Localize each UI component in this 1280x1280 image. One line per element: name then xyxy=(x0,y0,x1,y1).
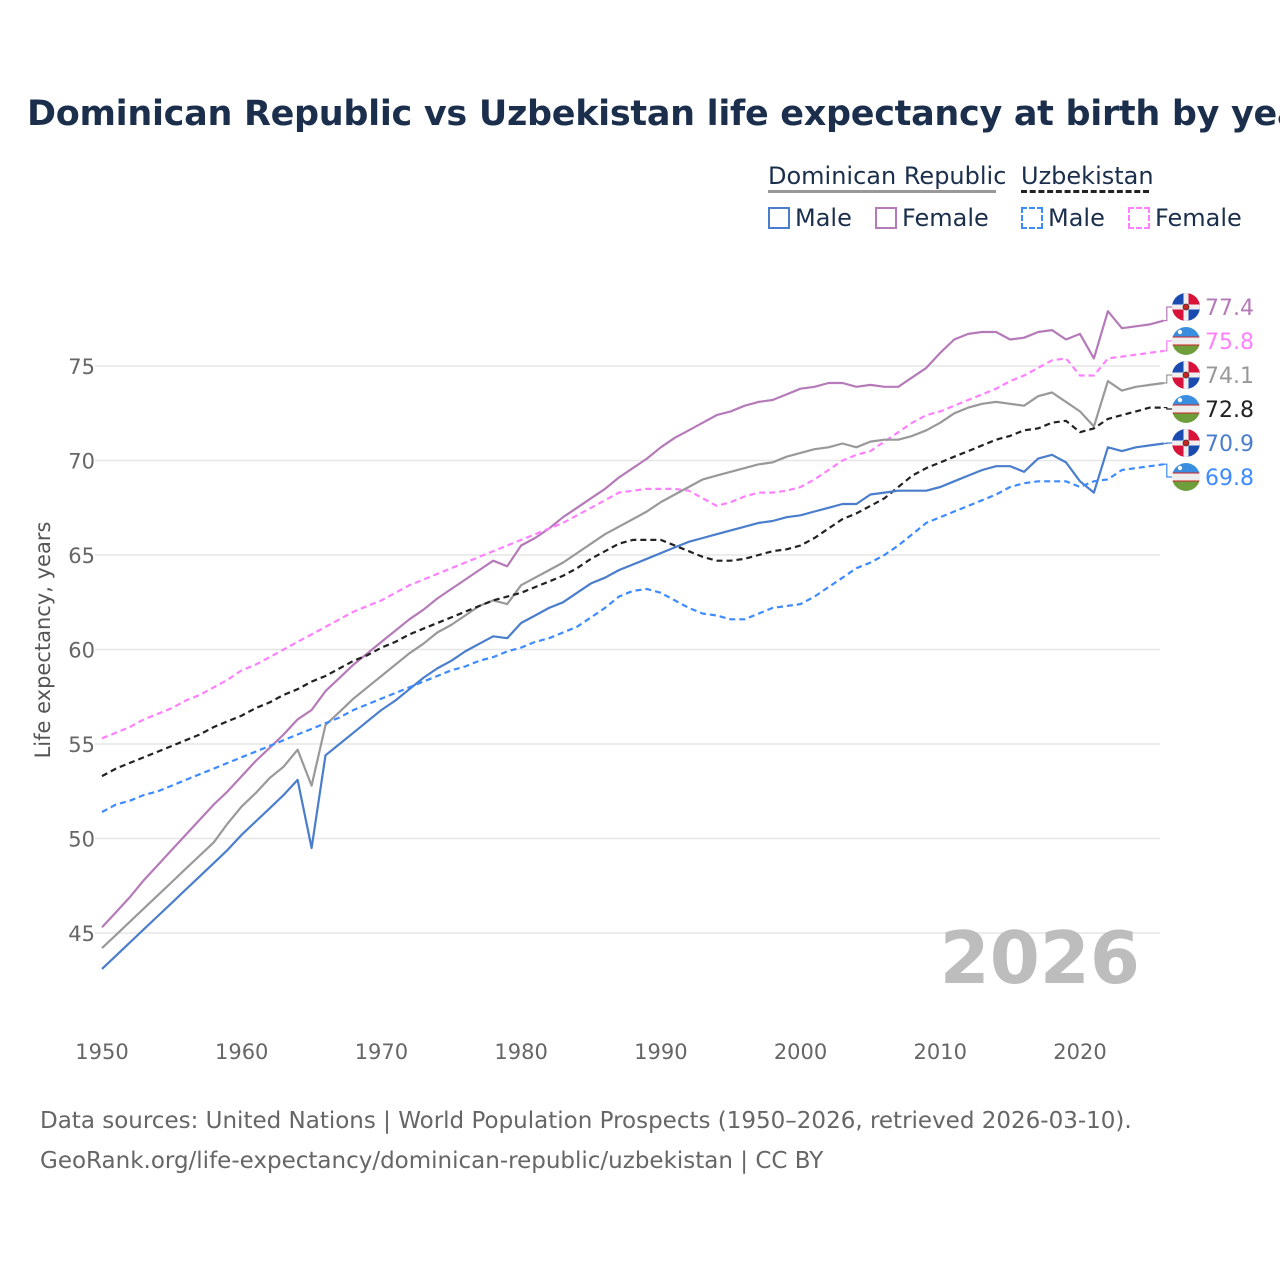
y-tick-label: 75 xyxy=(68,355,95,379)
series-line-uzbekistan-male xyxy=(101,463,1164,813)
series-line-dominican-republic xyxy=(101,380,1164,949)
legend-swatch xyxy=(1128,207,1150,229)
x-tick-label: 1960 xyxy=(215,1040,268,1064)
legend-label: Female xyxy=(902,204,989,232)
series-line-uzbekistan-female xyxy=(101,349,1164,740)
legend-uz-male[interactable]: Male xyxy=(1021,204,1105,232)
legend-dr-underline xyxy=(768,190,996,193)
legend-dr-female[interactable]: Female xyxy=(875,204,989,232)
dominican-republic-flag-icon xyxy=(1172,429,1200,457)
uzbekistan-flag-icon xyxy=(1172,463,1200,491)
series-line-uzbekistan xyxy=(101,406,1164,778)
legend-swatch xyxy=(875,207,897,229)
footer-sources: Data sources: United Nations | World Pop… xyxy=(40,1108,1132,1134)
footer-link[interactable]: GeoRank.org/life-expectancy/dominican-re… xyxy=(40,1148,824,1174)
x-tick-label: 1990 xyxy=(634,1040,687,1064)
legend-swatch xyxy=(1021,207,1043,229)
legend-label: Male xyxy=(795,204,852,232)
y-tick-label: 55 xyxy=(68,733,95,757)
end-label-connector xyxy=(1163,406,1176,410)
x-tick-label: 2020 xyxy=(1053,1040,1106,1064)
end-value-label: 70.9 xyxy=(1205,432,1254,457)
end-value-label: 69.8 xyxy=(1205,466,1254,491)
year-watermark: 2026 xyxy=(940,916,1140,1000)
end-label-connector xyxy=(1163,374,1176,384)
end-value-label: 75.8 xyxy=(1205,330,1254,355)
legend-swatch xyxy=(768,207,790,229)
end-value-label: 77.4 xyxy=(1205,296,1254,321)
end-label-connector xyxy=(1163,306,1176,322)
legend-group-dominican-republic: Dominican Republic xyxy=(768,162,1007,190)
y-tick-label: 50 xyxy=(68,828,95,852)
legend-dr-male[interactable]: Male xyxy=(768,204,852,232)
series-line-dominican-republic-male xyxy=(101,442,1164,970)
legend-uz-female[interactable]: Female xyxy=(1128,204,1242,232)
x-tick-label: 2010 xyxy=(914,1040,967,1064)
legend-group-uzbekistan: Uzbekistan xyxy=(1021,162,1154,190)
dominican-republic-flag-icon xyxy=(1172,361,1200,389)
dominican-republic-flag-icon xyxy=(1172,293,1200,321)
y-tick-label: 45 xyxy=(68,922,95,946)
end-value-label: 72.8 xyxy=(1205,398,1254,423)
x-tick-label: 1950 xyxy=(75,1040,128,1064)
x-tick-label: 2000 xyxy=(774,1040,827,1064)
end-label-connector xyxy=(1163,463,1176,478)
end-value-label: 74.1 xyxy=(1205,364,1254,389)
uzbekistan-flag-icon xyxy=(1172,395,1200,423)
legend-label: Female xyxy=(1155,204,1242,232)
end-label-connector xyxy=(1163,340,1176,352)
series-line-dominican-republic-female xyxy=(101,310,1165,929)
y-axis-label: Life expectancy, years xyxy=(31,522,55,759)
uzbekistan-flag-icon xyxy=(1172,327,1200,355)
y-tick-label: 60 xyxy=(68,639,95,663)
x-tick-label: 1980 xyxy=(494,1040,547,1064)
legend-uz-underline xyxy=(1021,190,1149,193)
chart-title: Dominican Republic vs Uzbekistan life ex… xyxy=(27,94,1280,134)
y-tick-label: 70 xyxy=(68,450,95,474)
legend-label: Male xyxy=(1048,204,1105,232)
x-tick-label: 1970 xyxy=(355,1040,408,1064)
y-tick-label: 65 xyxy=(68,544,95,568)
